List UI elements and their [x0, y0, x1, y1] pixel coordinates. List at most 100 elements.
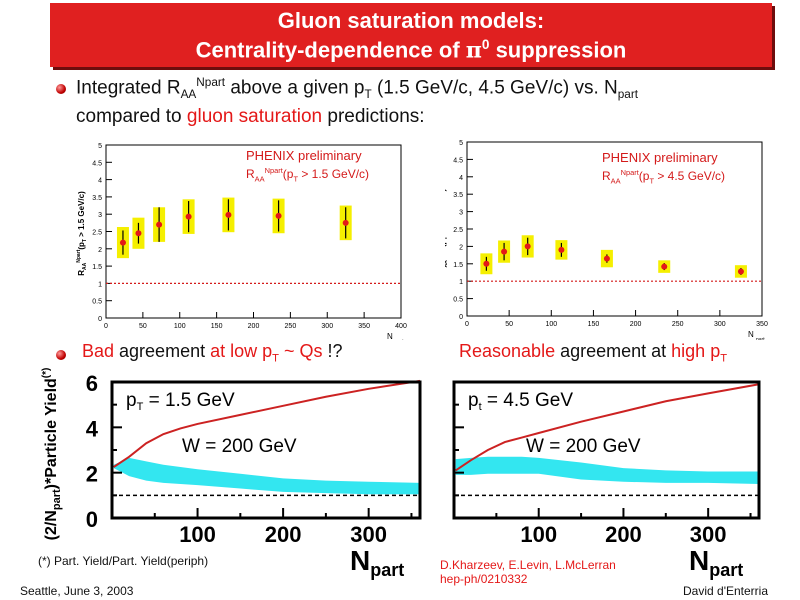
right-raa-label: RAANpart(pT > 4.5 GeV/c) [602, 168, 726, 186]
x-axis-label: Npart [350, 545, 404, 580]
slide-title-line2: Centrality-dependence of π0 suppression [195, 37, 627, 64]
footnote-part-yield: (*) Part. Yield/Part. Yield(periph) [38, 554, 209, 568]
x-axis-label: Npart [689, 545, 743, 580]
x-axis-label: N [748, 330, 754, 339]
y-tick-label: 0.5 [453, 297, 463, 304]
data-point [603, 255, 610, 262]
y-tick-label: 4 [98, 178, 102, 185]
x-axis-label-sub: part [395, 339, 404, 340]
y-tick-label: 3.5 [92, 195, 102, 202]
bullet-icon [56, 350, 66, 360]
data-point [156, 221, 163, 228]
x-tick-label: 50 [139, 323, 147, 330]
y-tick-label: 3 [459, 210, 463, 217]
x-tick-label: 200 [265, 522, 302, 547]
data-point [135, 230, 142, 237]
model-uncertainty-band [113, 457, 420, 495]
data-point [185, 213, 192, 220]
y-tick-label: 2 [459, 244, 463, 251]
x-axis-label: N [387, 332, 393, 340]
bullet2-right: Reasonable agreement at high pT [459, 341, 728, 365]
x-tick-label: 100 [179, 522, 216, 547]
x-tick-label: 400 [395, 323, 407, 330]
y-tick-label: 2.5 [92, 230, 102, 237]
left-prelim-label: PHENIX preliminary [246, 148, 362, 163]
annotation-energy: W = 200 GeV [182, 436, 297, 457]
x-tick-label: 350 [756, 321, 768, 328]
y-tick-label: 0.5 [92, 299, 102, 306]
slide-title-box: Gluon saturation models: Centrality-depe… [50, 3, 772, 67]
x-tick-label: 300 [714, 321, 726, 328]
x-tick-label: 100 [545, 321, 557, 328]
x-tick-label: 100 [174, 323, 186, 330]
y-tick-label: 5 [98, 143, 102, 150]
data-point [275, 212, 282, 219]
slide-title-line1: Gluon saturation models: [277, 8, 545, 33]
data-point [225, 211, 232, 218]
annotation-pt: pT = 1.5 GeV [126, 390, 235, 413]
annotation-energy: W = 200 GeV [526, 436, 641, 457]
right-prelim-label: PHENIX preliminary [602, 150, 718, 165]
y-tick-label: 2 [98, 247, 102, 254]
x-tick-label: 200 [248, 323, 260, 330]
y-tick-label: 1.5 [92, 264, 102, 271]
y-axis-label: (2/Npart)*Particle Yield(*) [41, 368, 63, 541]
x-tick-label: 250 [285, 323, 297, 330]
bullet1-line2: compared to gluon saturation predictions… [76, 106, 425, 127]
y-tick-label: 1 [98, 281, 102, 288]
bullet-icon [56, 84, 66, 94]
y-tick-label: 3 [98, 212, 102, 219]
x-tick-label: 350 [358, 323, 370, 330]
annotation-pt: pt = 4.5 GeV [468, 390, 573, 413]
data-point [501, 248, 508, 255]
data-point [119, 239, 126, 246]
data-point [737, 268, 744, 275]
x-tick-label: 200 [605, 522, 642, 547]
x-tick-label: 250 [672, 321, 684, 328]
left-raa-label: RAANpart(pT > 1.5 GeV/c) [246, 166, 370, 184]
raa-chart-low-pt: 00.511.522.533.544.550 50 100 150 200 250 300 3… [76, 143, 407, 340]
saturation-model-curve [113, 379, 421, 468]
saturation-model-chart-1p5: 100 200 300 0 2 4 6 pT = 1.5 GeV W = 200 GeV Npar… [41, 368, 422, 580]
data-point [558, 246, 565, 253]
saturation-model-curve [455, 383, 760, 472]
data-point [483, 260, 490, 267]
data-point [524, 243, 531, 250]
x-tick-label: 300 [690, 522, 727, 547]
y-tick-label: 4.5 [92, 160, 102, 167]
x-axis-label-sub: part [756, 337, 765, 340]
x-tick-label: 0 [104, 323, 108, 330]
reference-hep-ph: hep-ph/0210332 [440, 572, 528, 586]
y-tick-label: 4 [459, 175, 463, 182]
x-tick-label: 50 [505, 321, 513, 328]
data-point [342, 219, 349, 226]
x-tick-label: 150 [211, 323, 223, 330]
y-tick-label: 0 [459, 314, 463, 321]
y-tick-label: 4 [86, 416, 99, 441]
footer-location-date: Seattle, June 3, 2003 [20, 584, 134, 598]
x-tick-label: 150 [588, 321, 600, 328]
x-tick-label: 200 [630, 321, 642, 328]
y-tick-label: 0 [86, 507, 98, 532]
y-tick-label: 2 [86, 462, 98, 487]
bullet2-left: Bad agreement at low pT ~ Qs !? [82, 341, 343, 365]
saturation-model-chart-4p5: 100 200 300 pt = 4.5 GeV W = 200 GeV Npart [452, 380, 761, 580]
y-tick-label: 1.5 [453, 262, 463, 269]
y-tick-label: 5 [459, 140, 463, 147]
raa-chart-high-pt: 00.511.522.533.544.550 50 100 150 200 250 300 3… [445, 140, 768, 340]
y-tick-label: 0 [98, 316, 102, 323]
x-tick-label: 100 [520, 522, 557, 547]
y-tick-label: 3.5 [453, 192, 463, 199]
y-tick-label: 6 [86, 371, 98, 396]
reference-authors: D.Kharzeev, E.Levin, L.McLerran [440, 558, 616, 572]
x-tick-label: 300 [350, 522, 387, 547]
y-axis-label: RAANpart(pT > 4.5 GeV/c) [445, 188, 449, 273]
y-axis-label: RAANpart(pT > 1.5 GeV/c) [76, 191, 88, 276]
y-tick-label: 4.5 [453, 157, 463, 164]
y-tick-label: 1 [459, 279, 463, 286]
y-tick-label: 2.5 [453, 227, 463, 234]
footer-author: David d'Enterria [683, 584, 768, 598]
data-point [661, 263, 668, 270]
model-uncertainty-band [455, 456, 759, 484]
bullet1-line1: Integrated RAANpart above a given pT (1.… [76, 76, 639, 102]
